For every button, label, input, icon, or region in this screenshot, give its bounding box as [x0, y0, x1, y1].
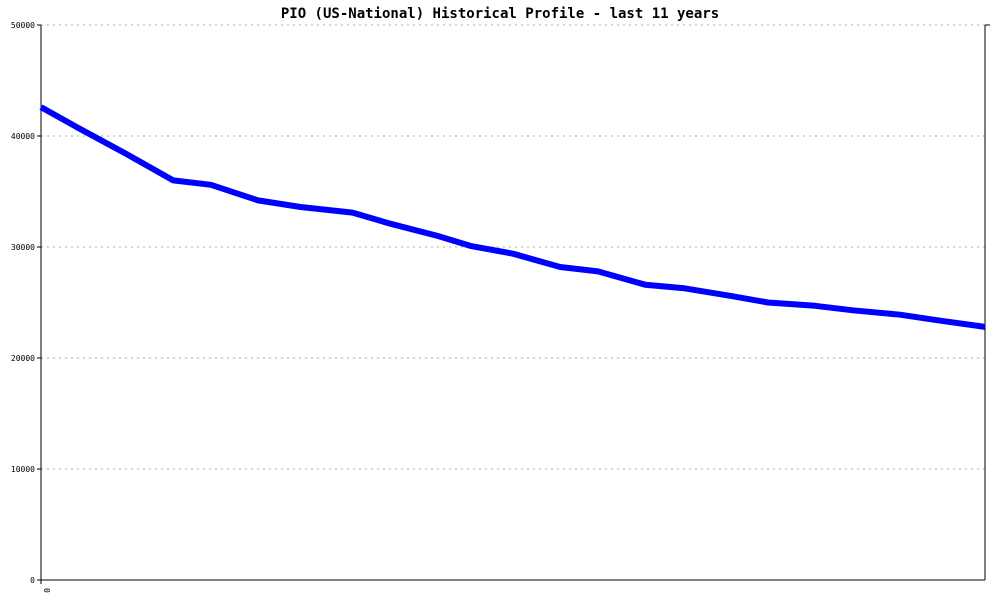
series-line: [39, 104, 986, 330]
data-point: [899, 314, 901, 316]
y-tick-label: 20000: [11, 354, 35, 363]
y-tick-label: 50000: [11, 21, 35, 30]
y-tick-label: 10000: [11, 465, 35, 474]
chart-title: PIO (US-National) Historical Profile - l…: [281, 6, 719, 22]
data-point: [597, 270, 599, 272]
data-point: [644, 284, 646, 286]
data-point: [300, 206, 302, 208]
data-point: [40, 106, 42, 108]
grid-lines: [41, 24, 985, 470]
x-tick-label: 0: [42, 588, 51, 593]
y-tick-label: 30000: [11, 243, 35, 252]
data-point: [78, 127, 80, 129]
y-tick-label: 0: [30, 576, 35, 585]
axes: [37, 24, 990, 584]
data-point: [210, 184, 212, 186]
tick-labels: 0 10000 20000 30000 40000 50000 0: [11, 21, 51, 593]
data-point: [559, 266, 561, 268]
data-point: [172, 179, 174, 181]
data-point: [512, 253, 514, 255]
data-point: [352, 212, 353, 214]
y-tick-label: 40000: [11, 132, 35, 141]
data-point: [767, 302, 769, 303]
data-point: [682, 287, 684, 289]
data-point: [937, 319, 939, 321]
data-point: [852, 309, 854, 311]
data-point: [125, 153, 127, 155]
series-layer: [39, 104, 986, 330]
data-point: [257, 199, 259, 201]
data-point: [389, 223, 391, 225]
data-point: [814, 305, 816, 307]
data-point: [984, 326, 986, 328]
data-point: [470, 245, 471, 247]
data-point: [437, 235, 438, 237]
data-point: [729, 295, 731, 297]
